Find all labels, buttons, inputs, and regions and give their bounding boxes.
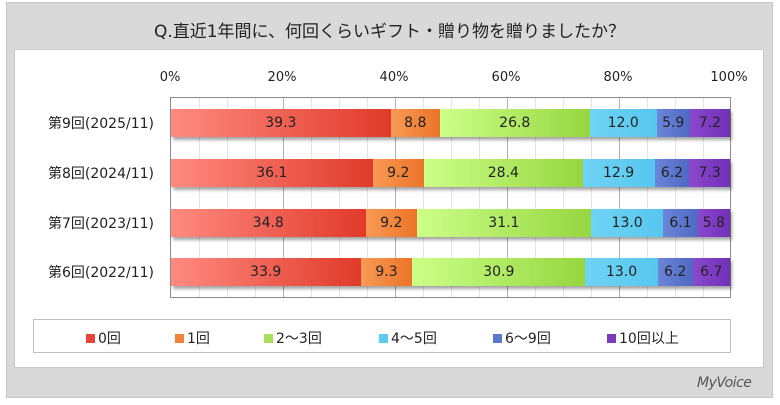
legend-swatch-icon [607, 333, 616, 343]
category-label: 第9回(2025/11) [48, 116, 154, 132]
category-label: 第7回(2023/11) [48, 216, 154, 232]
bar-segment: 33.9 [171, 258, 361, 286]
legend: 0回 1回 2〜3回 4〜5回 6〜9回 10回以上 [33, 319, 731, 353]
bar-segment: 9.3 [360, 258, 413, 286]
legend-swatch-icon [493, 333, 502, 343]
bar-segment: 6.7 [692, 258, 730, 286]
bar-segment: 7.2 [689, 109, 730, 137]
legend-item: 4〜5回 [379, 328, 437, 348]
bar-segment: 9.2 [372, 159, 424, 187]
bar-segment: 34.8 [171, 209, 366, 237]
bar-segment: 8.8 [390, 109, 440, 137]
legend-item: 1回 [175, 328, 210, 348]
bar-segment: 5.8 [697, 209, 730, 237]
bar-segment: 9.2 [365, 209, 417, 237]
bar-row-1: 36.1 9.2 28.4 12.9 6.2 7.3 [171, 159, 731, 187]
plot-area: 39.3 8.8 26.8 12.0 5.9 7.2 36.1 9.2 28.4 12.9 6.2… [170, 97, 731, 298]
legend-swatch-icon [379, 333, 388, 343]
bar-segment: 30.9 [412, 258, 586, 286]
bar-row-3: 33.9 9.3 30.9 13.0 6.2 6.7 [171, 258, 730, 286]
bar-segment: 5.9 [656, 109, 690, 137]
x-tick-80: 80% [603, 70, 633, 85]
legend-swatch-icon [86, 333, 95, 343]
bar-segment: 6.2 [654, 159, 690, 187]
x-tick-100: 100% [710, 70, 748, 85]
bar-segment: 36.1 [171, 159, 373, 187]
x-tick-20: 20% [267, 70, 297, 85]
bar-segment: 12.0 [589, 109, 657, 137]
bar-segment: 39.3 [171, 109, 391, 137]
x-tick-40: 40% [379, 70, 409, 85]
myvoice-logo: MyVoice [697, 375, 752, 391]
bar-segment: 12.9 [582, 159, 655, 187]
category-label: 第8回(2024/11) [48, 166, 154, 182]
legend-item: 10回以上 [607, 328, 679, 348]
bar-row-2: 34.8 9.2 31.1 13.0 6.1 5.8 [171, 209, 730, 237]
bar-segment: 13.0 [590, 209, 664, 237]
bar-segment: 6.1 [663, 209, 698, 237]
x-tick-60: 60% [491, 70, 521, 85]
bar-segment: 26.8 [439, 109, 590, 137]
bar-segment: 13.0 [585, 258, 658, 286]
legend-swatch-icon [175, 333, 184, 343]
legend-item: 0回 [86, 328, 121, 348]
x-tick-0: 0% [159, 70, 181, 85]
legend-item: 6〜9回 [493, 328, 551, 348]
bar-row-0: 39.3 8.8 26.8 12.0 5.9 7.2 [171, 109, 730, 137]
bar-segment: 28.4 [423, 159, 583, 187]
legend-item: 2〜3回 [264, 328, 322, 348]
bar-segment: 31.1 [416, 209, 591, 237]
category-label: 第6回(2022/11) [48, 265, 154, 281]
bar-segment: 7.3 [689, 159, 731, 187]
bar-segment: 6.2 [657, 258, 693, 286]
legend-swatch-icon [264, 333, 273, 343]
chart-title: Q.直近1年間に、何回くらいギフト・贈り物を贈りましたか？ [153, 22, 626, 42]
